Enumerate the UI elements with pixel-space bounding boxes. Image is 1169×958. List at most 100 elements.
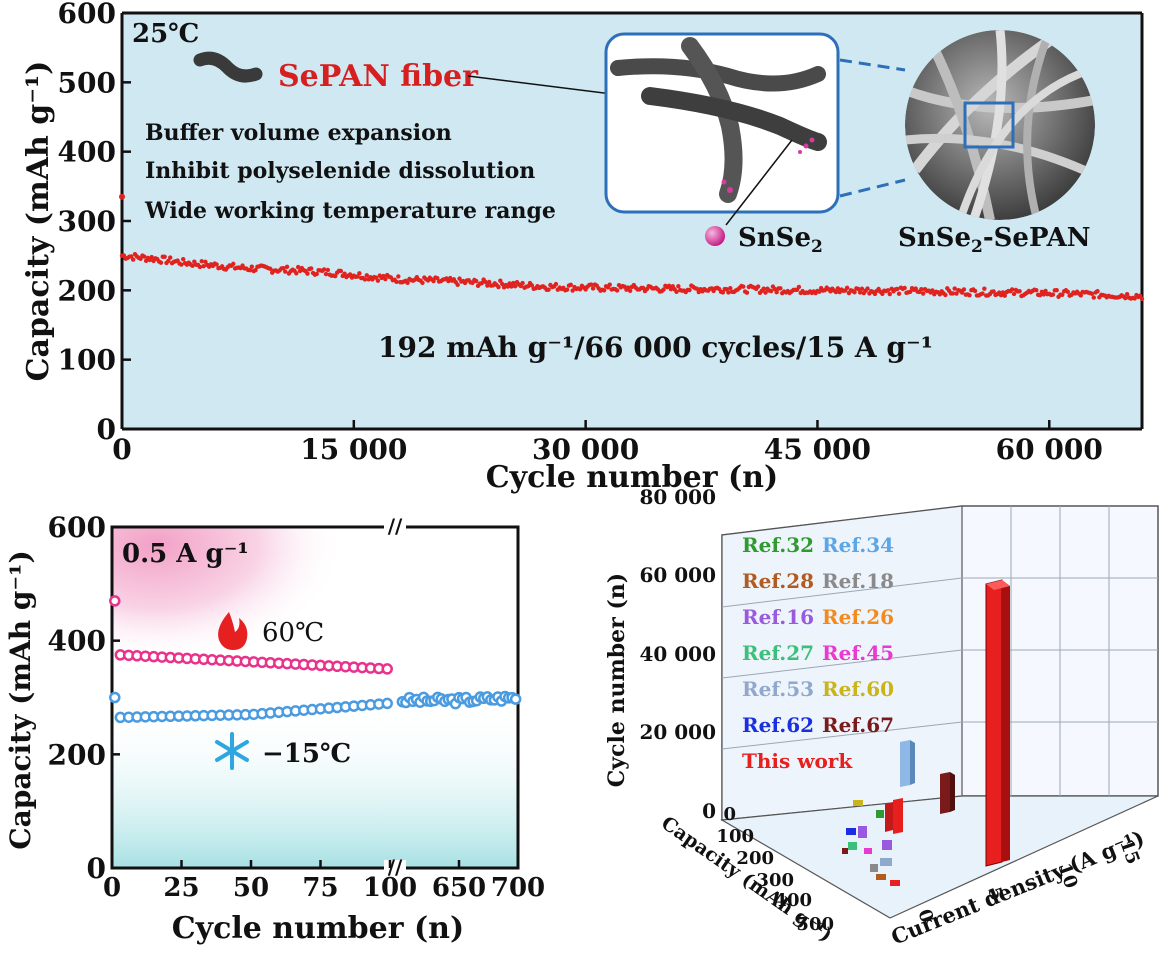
top-data-point: [197, 264, 203, 270]
bl-y-tick-label: 400: [48, 625, 106, 658]
bar-this-work: [985, 579, 1010, 867]
top-data-point: [431, 278, 436, 284]
br-z-tick-label: 80 000: [639, 485, 716, 509]
top-data-point: [1065, 289, 1071, 295]
top-data-point: [744, 290, 750, 295]
bl-x-tick-label: 0: [103, 873, 121, 903]
cold-region: [112, 705, 518, 868]
top-data-point: [142, 254, 147, 259]
top-data-point: [694, 286, 700, 291]
top-data-point: [943, 292, 948, 298]
top-data-point: [568, 282, 573, 287]
top-data-point: [138, 256, 143, 262]
legend-entry: Ref.34: [822, 533, 894, 557]
top-data-point: [907, 289, 913, 295]
top-data-point: [149, 254, 154, 260]
legend-entry: Ref.27: [742, 641, 814, 665]
top-data-point: [676, 284, 681, 289]
top-data-point: [954, 291, 959, 296]
snse2-particle-icon: [705, 226, 725, 246]
zoom-line-bottom: [839, 178, 906, 198]
top-data-point: [487, 279, 492, 285]
top-data-point: [283, 269, 288, 274]
top-y-tick-label: 400: [58, 136, 116, 169]
bl-x-tick-label: 25: [163, 873, 199, 903]
top-data-point: [564, 287, 570, 292]
bl-y-tick-label: 600: [48, 511, 106, 544]
small-bars: [842, 800, 900, 886]
top-data-point: [553, 281, 559, 287]
top-data-point: [357, 271, 362, 276]
top-data-point: [1054, 288, 1059, 293]
top-data-point: [281, 265, 286, 271]
top-data-point: [1091, 295, 1096, 300]
top-data-point: [865, 286, 870, 291]
top-y-axis-label: Capacity (mAh g⁻¹): [21, 61, 56, 382]
top-data-point: [590, 286, 596, 291]
fiber-schematic: [604, 32, 840, 214]
top-annotation: 192 mAh g⁻¹/66 000 cycles/15 A g⁻¹: [378, 331, 933, 364]
top-data-point: [666, 283, 672, 289]
top-condition-label: 25℃: [132, 19, 199, 49]
feature-1: Buffer volume expansion: [145, 120, 452, 146]
legend-entry: Ref.28: [742, 569, 814, 593]
composite-label: SnSe2-SePAN: [898, 223, 1091, 257]
top-data-point: [512, 284, 518, 289]
br-y-tick-label: 0: [723, 804, 736, 825]
top-data-point: [991, 289, 996, 294]
top-data-point: [166, 258, 171, 264]
top-data-point: [885, 288, 891, 293]
top-data-point: [661, 287, 666, 292]
top-data-point: [972, 288, 978, 294]
top-data-point: [589, 282, 594, 287]
hot-point: [381, 663, 393, 675]
top-data-point: [362, 277, 368, 282]
bar-ref26: [885, 798, 903, 834]
top-data-point: [247, 267, 253, 273]
bar-ref34: [900, 740, 915, 787]
series-label-hot: 60℃: [262, 618, 324, 648]
top-x-tick-label: 15 000: [300, 433, 407, 466]
bar-ref67: [940, 772, 955, 814]
floor: [720, 795, 1159, 919]
top-data-point: [1000, 290, 1006, 295]
top-x-tick-label: 30 000: [532, 433, 639, 466]
top-data-point: [314, 271, 319, 277]
bl-x-tick-label: 700: [491, 873, 545, 903]
legend-entry: This work: [742, 749, 853, 773]
top-data-point: [199, 259, 204, 264]
top-data-point: [529, 283, 535, 288]
top-data-point: [1050, 292, 1056, 297]
top-data-point: [880, 291, 885, 297]
legend-entry: Ref.26: [822, 605, 894, 629]
top-data-point: [483, 279, 488, 285]
top-data-point: [338, 268, 344, 274]
top-data-point: [961, 287, 967, 292]
top-data-point: [1043, 288, 1048, 294]
flame-icon: [218, 612, 248, 650]
bl-y-ticks: 0 200 400 600: [48, 511, 120, 885]
br-y-tick-label: 300: [756, 870, 794, 891]
top-data-point: [168, 255, 173, 260]
br-z-tick-label: 40 000: [639, 642, 716, 666]
top-data-point: [796, 284, 802, 290]
top-x-axis-label: Cycle number (n): [486, 460, 778, 495]
top-data-point: [859, 286, 865, 291]
br-y-tick-label: 200: [736, 848, 774, 869]
top-data-point: [887, 291, 892, 297]
top-data-point: [833, 289, 839, 295]
top-data-point: [601, 288, 607, 293]
br-z-ticks: 0 20 000 40 000 60 000 80 000: [639, 485, 716, 823]
top-data-point: [1078, 293, 1084, 298]
br-z-axis-label: Cycle number (n): [604, 573, 630, 787]
top-data-point: [967, 293, 972, 298]
top-data-point: [321, 267, 327, 272]
bl-y-tick-label: 200: [48, 738, 106, 771]
bl-x-tick-label: 75: [302, 873, 338, 903]
cold-point: [381, 697, 393, 710]
particle-label: SnSe2: [738, 223, 823, 257]
bl-x-tick-label: 650: [432, 873, 486, 903]
axis-break-bottom: //: [388, 855, 403, 879]
bl-x-tick-label: 100: [363, 873, 417, 903]
top-data-point: [913, 286, 918, 291]
